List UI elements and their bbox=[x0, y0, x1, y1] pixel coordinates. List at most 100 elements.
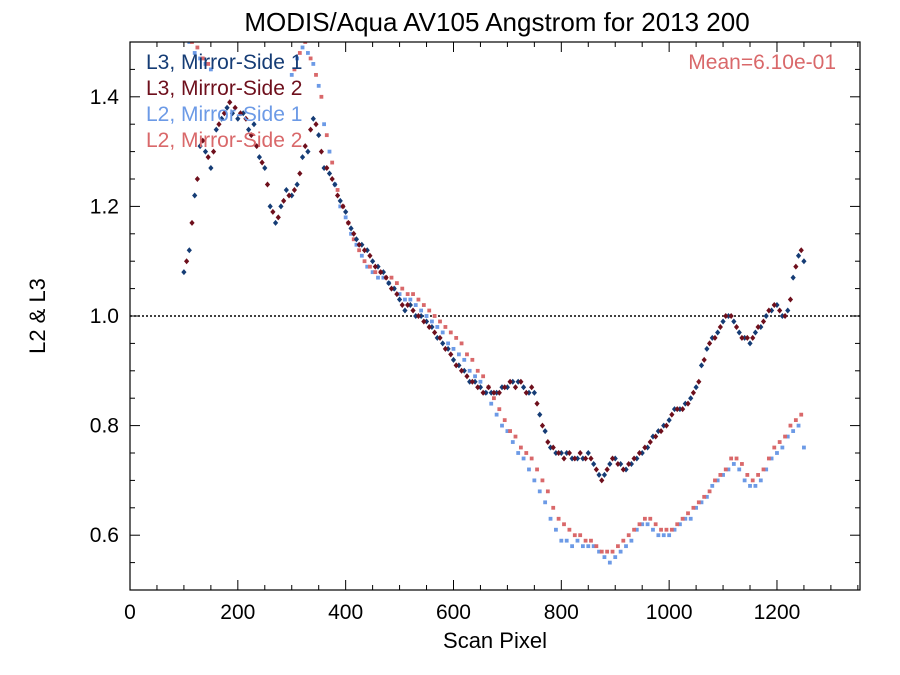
data-point bbox=[338, 204, 343, 209]
data-point bbox=[432, 314, 437, 318]
data-point bbox=[508, 429, 512, 433]
data-point bbox=[626, 533, 631, 538]
data-point bbox=[502, 384, 508, 391]
data-point bbox=[373, 270, 378, 275]
data-point bbox=[628, 460, 635, 467]
data-point bbox=[685, 400, 691, 407]
data-point bbox=[413, 303, 418, 307]
data-point bbox=[777, 307, 783, 314]
data-point bbox=[683, 516, 688, 521]
data-point bbox=[564, 538, 569, 543]
data-point bbox=[742, 334, 748, 341]
data-point bbox=[701, 356, 707, 363]
data-point bbox=[389, 275, 394, 280]
data-point bbox=[599, 477, 605, 484]
data-point bbox=[359, 241, 365, 248]
series-3 bbox=[190, 42, 804, 554]
data-point bbox=[642, 444, 648, 451]
data-point bbox=[527, 467, 531, 472]
data-point bbox=[399, 302, 405, 309]
data-point bbox=[216, 121, 222, 128]
legend-entry: L2, Mirror-Side 1 bbox=[146, 103, 302, 126]
data-point bbox=[523, 389, 529, 396]
data-point bbox=[375, 263, 381, 270]
data-point bbox=[334, 192, 341, 199]
x-axis-label: Scan Pixel bbox=[443, 628, 547, 653]
data-point bbox=[507, 378, 513, 385]
data-point bbox=[713, 478, 717, 483]
data-point bbox=[456, 352, 461, 357]
data-point bbox=[299, 154, 306, 161]
data-point bbox=[750, 334, 756, 341]
data-point bbox=[621, 538, 626, 543]
data-point bbox=[357, 248, 362, 253]
data-point bbox=[294, 181, 300, 188]
data-point bbox=[626, 460, 632, 467]
data-point bbox=[650, 433, 656, 440]
data-point bbox=[542, 428, 548, 435]
data-point bbox=[186, 247, 192, 254]
data-point bbox=[496, 389, 502, 396]
data-point bbox=[275, 214, 281, 221]
data-point bbox=[737, 467, 742, 472]
data-point bbox=[256, 154, 262, 161]
data-point bbox=[680, 516, 685, 521]
data-point bbox=[267, 203, 273, 210]
data-point bbox=[672, 527, 677, 532]
data-point bbox=[262, 165, 268, 172]
data-point bbox=[567, 527, 572, 532]
data-point bbox=[356, 241, 362, 248]
data-point bbox=[537, 489, 542, 494]
data-point bbox=[473, 374, 477, 379]
data-point bbox=[615, 460, 621, 467]
data-point bbox=[330, 160, 335, 165]
data-point bbox=[632, 527, 636, 532]
data-point bbox=[478, 379, 483, 384]
data-point bbox=[675, 522, 680, 527]
data-point bbox=[693, 384, 699, 391]
data-point bbox=[543, 500, 548, 505]
data-point bbox=[535, 467, 539, 472]
data-point bbox=[596, 471, 602, 478]
data-point bbox=[443, 325, 448, 329]
data-point bbox=[562, 522, 566, 527]
data-point bbox=[556, 450, 562, 456]
data-point bbox=[545, 489, 550, 494]
data-point bbox=[440, 330, 445, 335]
data-point bbox=[278, 203, 284, 210]
data-point bbox=[777, 440, 782, 444]
data-point bbox=[609, 455, 616, 462]
data-point bbox=[194, 176, 200, 182]
data-point bbox=[613, 555, 618, 560]
data-point bbox=[438, 319, 442, 324]
data-point bbox=[718, 473, 723, 477]
data-point bbox=[559, 538, 564, 543]
data-point bbox=[440, 340, 446, 347]
data-point bbox=[607, 460, 613, 467]
data-point bbox=[648, 516, 653, 521]
data-point bbox=[768, 307, 775, 314]
data-point bbox=[574, 455, 581, 462]
data-point bbox=[394, 281, 399, 286]
data-point bbox=[688, 516, 693, 521]
data-point bbox=[594, 544, 599, 549]
data-point bbox=[515, 378, 521, 385]
data-point bbox=[381, 275, 386, 280]
data-points bbox=[181, 42, 807, 565]
data-point bbox=[351, 237, 356, 242]
data-point bbox=[798, 247, 804, 254]
data-point bbox=[748, 483, 752, 488]
data-point bbox=[561, 455, 567, 462]
data-point bbox=[192, 192, 198, 199]
data-point bbox=[731, 318, 737, 325]
data-point bbox=[623, 466, 629, 473]
data-point bbox=[790, 274, 796, 281]
x-tick-label: 0 bbox=[124, 601, 136, 624]
data-point bbox=[448, 351, 454, 358]
data-point bbox=[240, 110, 246, 117]
data-point bbox=[456, 362, 462, 369]
data-point bbox=[572, 533, 577, 538]
data-point bbox=[329, 176, 335, 182]
data-point bbox=[704, 345, 710, 352]
data-point bbox=[383, 274, 389, 281]
